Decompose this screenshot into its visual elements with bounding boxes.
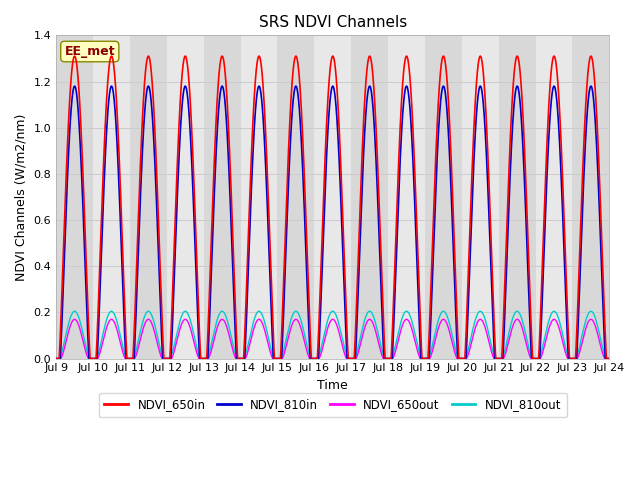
Bar <box>462 36 499 359</box>
Bar <box>573 36 609 359</box>
Bar <box>56 36 93 359</box>
Bar <box>167 36 204 359</box>
X-axis label: Time: Time <box>317 379 348 392</box>
Y-axis label: NDVI Channels (W/m2/nm): NDVI Channels (W/m2/nm) <box>15 113 28 281</box>
Bar <box>278 36 314 359</box>
Bar <box>204 36 241 359</box>
Bar <box>425 36 462 359</box>
Bar <box>388 36 425 359</box>
Legend: NDVI_650in, NDVI_810in, NDVI_650out, NDVI_810out: NDVI_650in, NDVI_810in, NDVI_650out, NDV… <box>99 393 567 417</box>
Title: SRS NDVI Channels: SRS NDVI Channels <box>259 15 407 30</box>
Bar <box>314 36 351 359</box>
Bar <box>499 36 536 359</box>
Bar <box>351 36 388 359</box>
Bar <box>241 36 278 359</box>
Bar <box>93 36 130 359</box>
Text: EE_met: EE_met <box>65 45 115 58</box>
Bar <box>536 36 573 359</box>
Bar <box>130 36 167 359</box>
